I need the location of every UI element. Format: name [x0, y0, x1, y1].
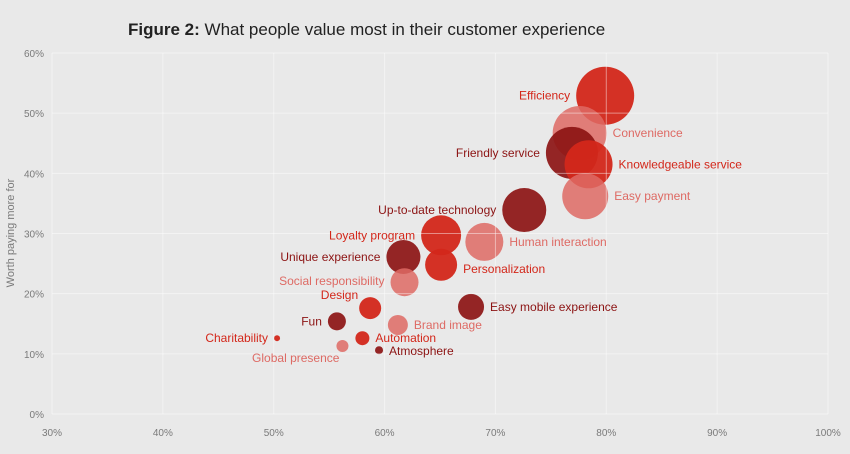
x-tick-label: 40% — [153, 428, 173, 439]
bubble-label: Friendly service — [456, 146, 540, 160]
bubble-label: Easy payment — [614, 189, 691, 203]
bubble-label: Convenience — [613, 126, 683, 140]
bubble-label: Atmosphere — [389, 344, 454, 358]
bubble-label: Charitability — [205, 331, 268, 345]
x-tick-label: 60% — [375, 428, 395, 439]
x-tick-label: 90% — [707, 428, 727, 439]
y-axis-ticks: 0% 10% 20% 30% 40% 50% 60% — [24, 49, 44, 421]
y-tick-label: 20% — [24, 290, 44, 301]
bubble-label: Fun — [301, 314, 322, 328]
bubble-label: Brand image — [414, 318, 482, 332]
y-tick-label: 60% — [24, 49, 44, 60]
bubble-unique-experience — [386, 239, 421, 274]
bubble-label: Knowledgeable service — [619, 157, 743, 171]
bubble-label: Social responsibility — [279, 274, 384, 288]
bubble-label: Loyalty program — [329, 228, 415, 242]
bubble-label: Human interaction — [509, 235, 606, 249]
x-tick-label: 80% — [596, 428, 616, 439]
bubble-atmosphere — [375, 346, 384, 355]
bubble-loyalty-program — [421, 215, 462, 256]
x-axis-ticks: 30% 40% 50% 60% 70% 80% 90% 100% — [42, 428, 841, 439]
bubble-human-interaction — [465, 222, 504, 261]
y-tick-label: 50% — [24, 109, 44, 120]
chart-title: Figure 2: What people value most in thei… — [128, 20, 605, 40]
bubble-label: Design — [321, 288, 358, 302]
bubble-automation — [355, 331, 370, 346]
bubble-label: Automation — [375, 331, 436, 345]
y-tick-label: 30% — [24, 230, 44, 241]
bubble-charitability — [274, 335, 281, 342]
x-tick-label: 30% — [42, 428, 62, 439]
bubble-fun — [327, 312, 346, 331]
y-tick-label: 10% — [24, 350, 44, 361]
bubble-label: Global presence — [252, 351, 340, 365]
gridlines — [51, 52, 829, 415]
y-tick-label: 40% — [24, 169, 44, 180]
bubble-global-presence — [336, 340, 349, 353]
bubble-label: Personalization — [463, 262, 545, 276]
bubble-personalization — [425, 248, 458, 281]
bubbles — [274, 66, 635, 355]
bubble-easy-mobile-experience — [458, 293, 485, 320]
bubble-label: Unique experience — [280, 250, 380, 264]
bubble-social-responsibility — [390, 268, 419, 297]
bubble-labels: Efficiency Convenience Friendly service Kno… — [205, 89, 742, 365]
bubble-label: Easy mobile experience — [490, 300, 618, 314]
bubble-label: Efficiency — [519, 89, 570, 103]
x-tick-label: 50% — [264, 428, 284, 439]
x-tick-label: 70% — [485, 428, 505, 439]
figure-number: Figure 2: — [128, 20, 200, 39]
x-tick-label: 100% — [815, 428, 841, 439]
bubble-brand-image — [387, 314, 408, 335]
bubble-up-to-date-technology — [502, 188, 547, 233]
bubble-label: Up-to-date technology — [378, 203, 496, 217]
y-axis-label: Worth paying more for — [5, 178, 17, 287]
bubble-design — [359, 297, 382, 320]
y-tick-label: 0% — [30, 410, 45, 421]
bubble-easy-payment — [562, 173, 609, 220]
chart-title-text: What people value most in their customer… — [204, 20, 606, 39]
